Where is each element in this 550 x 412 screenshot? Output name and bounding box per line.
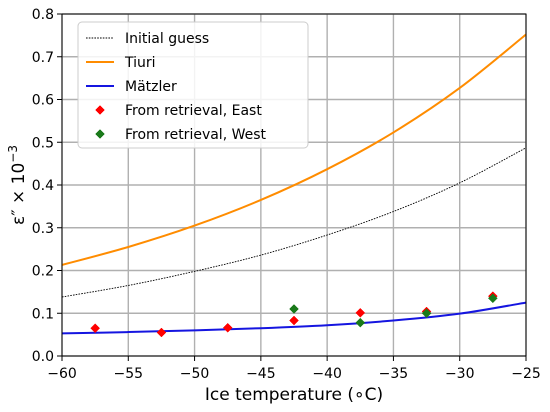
x-tick-label: −30 bbox=[445, 366, 475, 382]
point-from-retrieval-east bbox=[156, 327, 167, 338]
point-from-retrieval-east bbox=[289, 315, 299, 326]
y-tick-label: 0.7 bbox=[32, 50, 54, 66]
x-tick-label: −45 bbox=[246, 366, 276, 382]
x-tick-label: −55 bbox=[114, 366, 144, 382]
y-axis-label-exponent: −3 bbox=[6, 145, 20, 163]
series-layer bbox=[62, 33, 526, 335]
legend: Initial guess Tiuri Mätzler From retrieval,… bbox=[77, 21, 309, 149]
y-tick-label: 0.5 bbox=[32, 135, 54, 151]
y-tick-label: 0.1 bbox=[32, 306, 54, 322]
legend-label-initial-guess: Initial guess bbox=[125, 31, 209, 47]
x-tick-label: −25 bbox=[511, 366, 541, 382]
y-axis-label-main: ε″ × 10 bbox=[9, 163, 29, 225]
legend-box bbox=[77, 21, 309, 149]
markers-layer bbox=[90, 291, 498, 338]
legend-label-from-retrieval-west: From retrieval, West bbox=[125, 127, 267, 143]
legend-label-tiuri: Tiuri bbox=[124, 55, 156, 71]
x-tick-label: −50 bbox=[180, 366, 210, 382]
point-from-retrieval-west bbox=[355, 317, 366, 328]
y-tick-label: 0.3 bbox=[32, 221, 54, 237]
point-from-retrieval-east bbox=[90, 323, 100, 334]
y-axis-label: ε″ × 10−3 bbox=[6, 145, 29, 225]
legend-label-m-tzler: Mätzler bbox=[125, 79, 177, 95]
tick-layer: −60 −55 −50 −45 −40 −35 −30 −25 0.0 0.1 0.2 0.3 0.4 0… bbox=[32, 7, 541, 382]
series-line-initial-guess bbox=[62, 147, 526, 298]
x-tick-label: −35 bbox=[379, 366, 409, 382]
y-tick-label: 0.8 bbox=[32, 7, 54, 23]
legend-swatch-from-retrieval-west bbox=[95, 129, 105, 139]
x-tick-label: −40 bbox=[312, 366, 342, 382]
legend-swatch-from-retrieval-east bbox=[95, 105, 105, 115]
x-tick-label: −60 bbox=[47, 366, 77, 382]
series-line-m-tzler bbox=[62, 301, 526, 335]
series-line-tiuri bbox=[62, 33, 526, 266]
y-tick-label: 0.2 bbox=[32, 264, 54, 280]
point-from-retrieval-east bbox=[355, 307, 366, 318]
x-axis-label: Ice temperature (∘C) bbox=[205, 385, 383, 405]
point-from-retrieval-west bbox=[289, 304, 299, 314]
y-tick-label: 0.6 bbox=[32, 93, 54, 109]
y-tick-label: 0.4 bbox=[32, 178, 54, 194]
point-from-retrieval-west bbox=[488, 293, 498, 304]
y-tick-label: 0.0 bbox=[32, 349, 54, 365]
point-from-retrieval-east bbox=[222, 322, 233, 333]
point-from-retrieval-west bbox=[421, 308, 432, 319]
legend-label-from-retrieval-east: From retrieval, East bbox=[125, 103, 262, 119]
